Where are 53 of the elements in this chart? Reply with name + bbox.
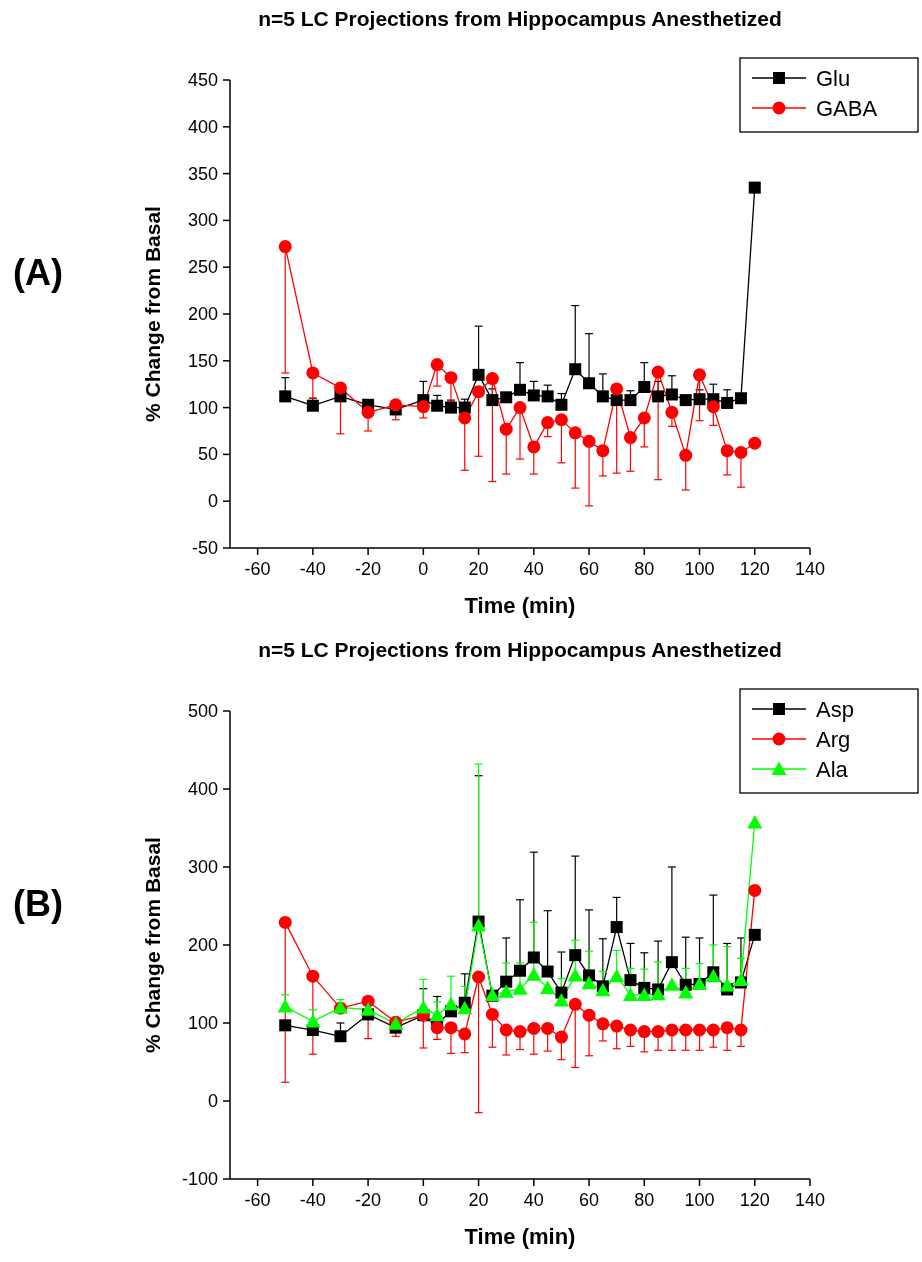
x-tick-label: 140 [794, 1190, 826, 1210]
y-tick-label: 400 [187, 116, 218, 137]
x-tick-label: 40 [523, 559, 544, 579]
y-tick-label: 300 [187, 210, 218, 231]
y-axis-title: % Change from Basal [141, 206, 164, 422]
y-tick-label: 500 [187, 701, 218, 721]
text: (B) [13, 883, 63, 924]
y-tick-label: 400 [187, 779, 218, 799]
x-axis-title: Time (min) [464, 1224, 576, 1249]
y-tick-label: 100 [187, 1013, 218, 1033]
y-axis-title: % Change from Basal [141, 837, 164, 1053]
x-tick-label: 80 [634, 559, 655, 579]
x-tick-label: -20 [355, 559, 382, 579]
x-tick-label: 80 [634, 1190, 655, 1210]
x-tick-label: 60 [579, 1190, 600, 1210]
legend-label: Glu [816, 66, 851, 91]
x-tick-label: -40 [299, 559, 326, 579]
y-tick-label: 300 [187, 857, 218, 877]
x-tick-label: 40 [523, 1190, 544, 1210]
x-tick-label: 120 [739, 559, 770, 579]
y-tick-label: 200 [187, 304, 218, 324]
y-tick-label: 150 [187, 350, 218, 371]
x-tick-label: -60 [244, 559, 271, 579]
x-tick-label: 140 [794, 559, 826, 579]
y-tick-label: -50 [191, 538, 218, 558]
y-tick-label: 350 [187, 163, 218, 184]
text: (A) [13, 252, 63, 293]
legend-label: Asp [816, 697, 854, 722]
legend-label: Arg [816, 727, 851, 752]
legend-label: GABA [816, 96, 878, 121]
x-tick-label: 100 [684, 559, 715, 579]
x-tick-label: -20 [355, 1190, 382, 1210]
y-tick-label: 200 [187, 935, 218, 955]
y-tick-label: 0 [207, 491, 218, 512]
x-tick-label: 120 [739, 1190, 770, 1210]
x-tick-label: 60 [579, 559, 600, 579]
y-tick-label: 450 [187, 70, 218, 90]
x-tick-label: -40 [299, 1190, 326, 1210]
y-tick-label: 100 [187, 397, 218, 418]
x-tick-label: 20 [468, 1190, 489, 1210]
x-tick-label: 0 [418, 559, 429, 579]
y-tick-label: -100 [181, 1169, 218, 1189]
chart-title: n=5 LC Projections from Hippocampus Anesthetized [258, 7, 782, 30]
legend-label: Ala [816, 757, 849, 782]
y-tick-label: 0 [207, 1091, 218, 1111]
y-tick-label: 50 [197, 444, 218, 465]
y-tick-label: 250 [187, 257, 218, 278]
x-tick-label: 100 [684, 1190, 715, 1210]
x-tick-label: 0 [418, 1190, 429, 1210]
chart-title: n=5 LC Projections from Hippocampus Anesthetized [258, 638, 782, 661]
x-tick-label: -60 [244, 1190, 271, 1210]
x-axis-title: Time (min) [464, 593, 576, 618]
x-tick-label: 20 [468, 559, 489, 579]
